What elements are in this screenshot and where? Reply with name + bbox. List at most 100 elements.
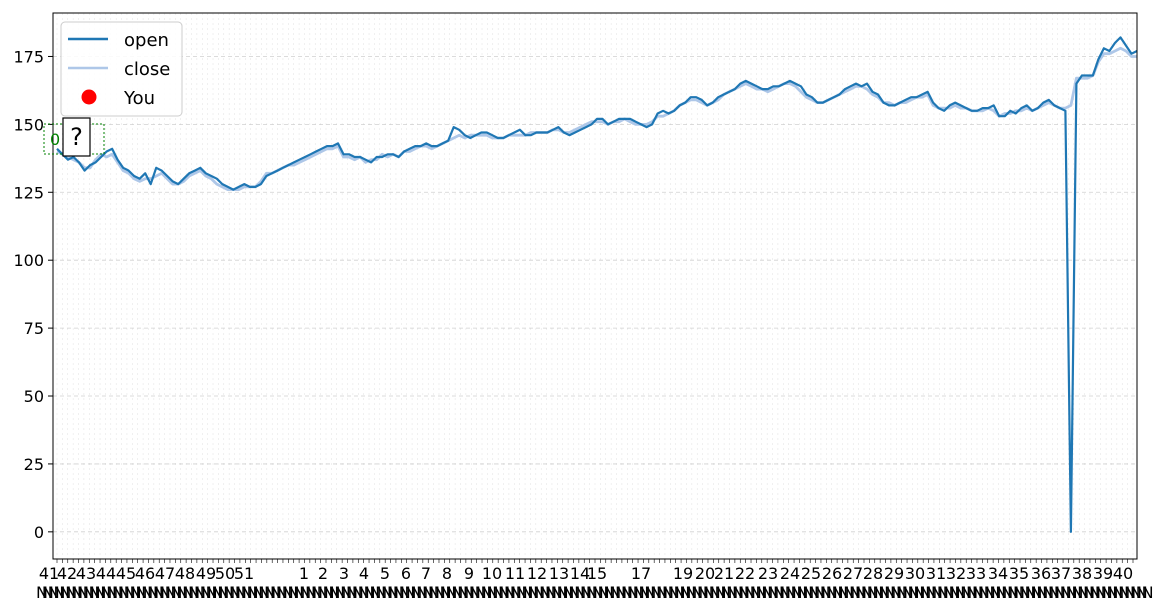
x-overflow-glyph: N [1001, 583, 1013, 602]
x-overflow-glyph: N [650, 583, 662, 602]
x-overflow-glyph: N [334, 583, 346, 602]
x-overflow-glyph: N [990, 583, 1002, 602]
x-tick-label: 42 [57, 564, 77, 583]
x-overflow-glyph: N [703, 583, 715, 602]
x-overflow-glyph: N [223, 583, 235, 602]
x-overflow-glyph: N [603, 583, 615, 602]
x-overflow-glyph: N [498, 583, 510, 602]
x-tick-label: 15 [587, 564, 607, 583]
x-overflow-glyph: N [615, 583, 627, 602]
position-badge: 0 % ? [43, 117, 105, 157]
x-overflow-glyph: N [949, 583, 961, 602]
x-overflow-glyph: N [1031, 583, 1043, 602]
x-overflow-glyph: N [340, 583, 352, 602]
x-overflow-glyph: N [329, 583, 341, 602]
x-overflow-glyph: N [135, 583, 147, 602]
x-tick-label: 13 [549, 564, 569, 583]
x-overflow-glyph: N [1025, 583, 1037, 602]
x-overflow-glyph: N [1060, 583, 1072, 602]
x-overflow-glyph: N [668, 583, 680, 602]
x-tick-label: 29 [884, 564, 904, 583]
series-line-close [56, 46, 1137, 192]
x-tick-label: 44 [96, 564, 116, 583]
x-overflow-glyph: N [48, 583, 60, 602]
x-overflow-glyph: N [481, 583, 493, 602]
x-tick-label: 26 [822, 564, 842, 583]
x-tick-label: 5 [380, 564, 390, 583]
y-tick-label: 75 [24, 319, 44, 338]
x-overflow-glyph: N [779, 583, 791, 602]
x-overflow-glyph: N [896, 583, 908, 602]
x-overflow-glyph: N [966, 583, 978, 602]
x-tick-label: 51 [234, 564, 254, 583]
x-overflow-glyph: N [943, 583, 955, 602]
legend-you-label: You [123, 88, 155, 109]
x-tick-label: 28 [863, 564, 883, 583]
x-tick-label: 31 [926, 564, 946, 583]
x-overflow-glyph: N [551, 583, 563, 602]
x-overflow-glyph: N [317, 583, 329, 602]
x-tick-label: 47 [155, 564, 175, 583]
x-overflow-glyph: N [276, 583, 288, 602]
x-overflow-glyph: N [861, 583, 873, 602]
x-tick-label: 23 [758, 564, 778, 583]
series-line-open [56, 36, 1138, 533]
x-overflow-glyph: N [767, 583, 779, 602]
x-overflow-glyph: N [217, 583, 229, 602]
x-overflow-glyph: N [685, 583, 697, 602]
x-overflow-glyph: N [311, 583, 323, 602]
x-overflow-glyph: N [159, 583, 171, 602]
x-overflow-glyph: N [843, 583, 855, 602]
x-overflow-glyph: N [206, 583, 218, 602]
x-overflow-glyph: N [387, 583, 399, 602]
x-overflow-glyph: N [691, 583, 703, 602]
x-overflow-glyph: N [592, 583, 604, 602]
x-overflow-glyph: N [241, 583, 253, 602]
y-tick-label: 125 [13, 183, 44, 202]
x-tick-label: 43 [76, 564, 96, 583]
x-tick-label: 4 [359, 564, 369, 583]
x-overflow-glyph: N [486, 583, 498, 602]
x-overflow-glyph: N [1077, 583, 1089, 602]
y-tick-label: 175 [13, 47, 44, 66]
x-overflow-glyph: N [1112, 583, 1124, 602]
x-overflow-glyph: N [252, 583, 264, 602]
x-overflow-glyph: N [978, 583, 990, 602]
x-tick-label: 27 [843, 564, 863, 583]
x-overflow-glyph: N [153, 583, 165, 602]
x-overflow-glyph: N [451, 583, 463, 602]
x-overflow-glyph: N [1083, 583, 1095, 602]
x-overflow-glyph: N [95, 583, 107, 602]
x-overflow-glyph: N [375, 583, 387, 602]
x-overflow-glyph: N [422, 583, 434, 602]
x-overflow-glyph: N [288, 583, 300, 602]
x-tick-label: 9 [464, 564, 474, 583]
x-overflow-glyph: N [972, 583, 984, 602]
x-overflow-glyph: N [902, 583, 914, 602]
x-overflow-glyph: N [1071, 583, 1083, 602]
x-overflow-glyph: N [59, 583, 71, 602]
x-overflow-glyph: N [124, 583, 136, 602]
x-overflow-glyph: N [1013, 583, 1025, 602]
x-overflow-glyph: N [908, 583, 920, 602]
x-tick-label: 36 [1031, 564, 1051, 583]
x-overflow-glyph: N [364, 583, 376, 602]
x-overflow-glyph: N [369, 583, 381, 602]
x-tick-label: 30 [905, 564, 925, 583]
x-overflow-glyph: N [960, 583, 972, 602]
x-overflow-glyph: N [674, 583, 686, 602]
x-overflow-glyph: N [878, 583, 890, 602]
series-layer [56, 36, 1138, 533]
x-overflow-glyph: N [130, 583, 142, 602]
x-tick-label: 20 [695, 564, 715, 583]
x-overflow-glyph: N [1007, 583, 1019, 602]
x-overflow-glyph: N [709, 583, 721, 602]
x-overflow-glyph: N [358, 583, 370, 602]
x-tick-label: 12 [527, 564, 547, 583]
x-overflow-glyph: N [54, 583, 66, 602]
x-overflow-glyph: N [1019, 583, 1031, 602]
x-overflow-glyph: N [235, 583, 247, 602]
x-overflow-glyph: N [580, 583, 592, 602]
x-tick-label: 35 [1009, 564, 1029, 583]
